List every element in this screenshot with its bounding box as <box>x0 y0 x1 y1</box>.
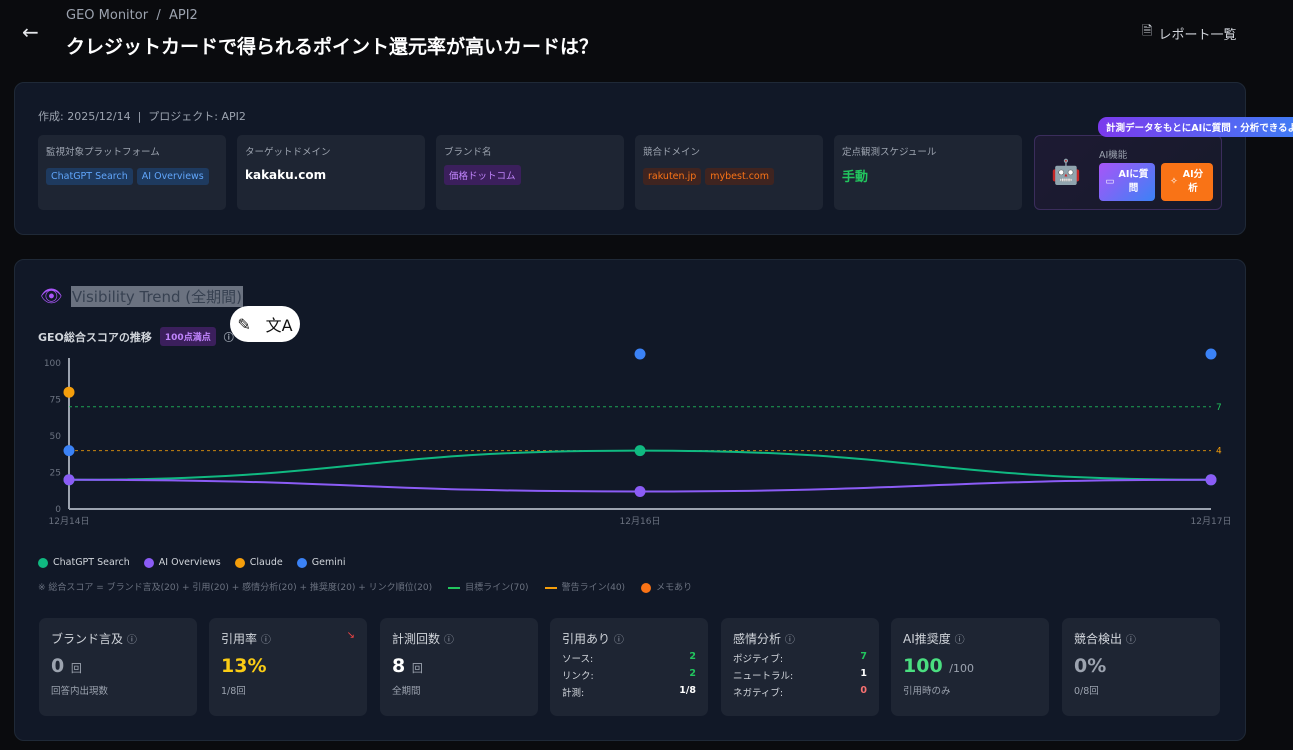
meta-info: 作成: 2025/12/14 | プロジェクト: API2 <box>38 110 246 123</box>
legend-dot <box>296 557 307 568</box>
back-arrow-icon[interactable]: ← <box>22 20 39 44</box>
x-tick-label: 12月16日 <box>620 516 661 527</box>
stat-cited: 引用あり ⓘ ソース: 2 リンク: 2 計測: 1/8 <box>550 618 708 716</box>
score-subtitle: GEO総合スコアの推移 <box>38 330 152 344</box>
y-tick-label: 0 <box>55 505 61 515</box>
target-domain-card: ターゲットドメイン kakaku.com <box>237 135 425 210</box>
trend-heading: 👁 Visibility Trend (全期間) <box>40 286 244 307</box>
info-icon[interactable]: ⓘ <box>126 635 137 646</box>
legend-item[interactable]: AI Overviews <box>143 557 221 568</box>
ai-label: AI機能 <box>1099 150 1128 161</box>
document-icon: 🗎 <box>1142 24 1153 39</box>
target-line-legend: 目標ライン(70) <box>448 580 529 593</box>
data-point <box>63 474 75 486</box>
data-point <box>63 386 75 398</box>
data-point <box>63 445 75 457</box>
max-score-badge: 100点満点 <box>159 327 216 346</box>
trend-down-icon: ↘ <box>346 630 355 641</box>
info-icon[interactable]: ⓘ <box>260 635 271 646</box>
schedule-card: 定点観測スケジュール 手動 <box>834 135 1022 210</box>
legend-dot <box>143 557 154 568</box>
memo-legend: メモあり <box>641 580 692 593</box>
info-icon[interactable]: ⓘ <box>1125 635 1136 646</box>
magic-wand-icon[interactable]: ✎ <box>237 314 251 334</box>
stat-sentiment: 感情分析 ⓘ ポジティブ: 7 ニュートラル: 1 ネガティブ: 0 <box>721 618 879 716</box>
ai-tooltip: 計測データをもとにAIに質問・分析できるよ！ <box>1098 117 1293 137</box>
stat-brand-mention: ブランド言及 ⓘ 0 回 回答内出現数 <box>39 618 197 716</box>
y-tick-label: 100 <box>44 359 61 369</box>
card-label: 監視対象プラットフォーム <box>46 147 160 158</box>
reference-line-label: 4 <box>1216 447 1222 457</box>
card-label: ターゲットドメイン <box>245 147 331 158</box>
stat-competitor-detect: 競合検出 ⓘ 0% 0/8回 <box>1062 618 1220 716</box>
reports-label: レポート一覧 <box>1158 27 1237 43</box>
platform-tag: AI Overviews <box>136 168 209 185</box>
legend-dot <box>234 557 245 568</box>
translate-icon[interactable]: 文A <box>265 316 293 335</box>
platform-tag: ChatGPT Search <box>46 168 133 185</box>
competitor-tag: rakuten.jp <box>643 168 702 185</box>
eye-icon: 👁 <box>40 286 63 307</box>
page-title: クレジットカードで得られるポイント還元率が高いカードは？ <box>66 36 599 58</box>
info-icon[interactable]: ⓘ <box>784 635 795 646</box>
legend-dot <box>38 557 48 568</box>
score-subtitle-row: GEO総合スコアの推移 100点満点 ⓘ <box>38 327 234 346</box>
schedule-value: 手動 <box>842 170 869 185</box>
card-label: 定点観測スケジュール <box>842 147 937 158</box>
x-tick-label: 12月17日 <box>1191 516 1232 527</box>
card-label: 競合ドメイン <box>643 147 701 158</box>
platform-card: 監視対象プラットフォーム ChatGPT Search AI Overviews <box>38 135 226 210</box>
legend-item[interactable]: ChatGPT Search <box>38 557 130 568</box>
legend-item[interactable]: Gemini <box>296 557 346 568</box>
reference-line-label: 7 <box>1216 403 1222 413</box>
x-tick-label: 12月14日 <box>49 516 90 527</box>
info-icon[interactable]: ⓘ <box>954 635 965 646</box>
ai-analyze-button[interactable]: ✧ AI分析 <box>1161 163 1213 201</box>
data-point <box>634 445 646 457</box>
brand-card: ブランド名 価格ドットコム <box>436 135 624 210</box>
data-point <box>1205 474 1217 486</box>
chart-note: ※ 総合スコア = ブランド言及(20) + 引用(20) + 感情分析(20)… <box>38 580 692 593</box>
target-domain: kakaku.com <box>245 168 327 182</box>
y-tick-label: 50 <box>50 432 62 442</box>
y-tick-label: 75 <box>50 396 61 406</box>
reports-list-button[interactable]: 🗎 レポート一覧 <box>1142 22 1236 44</box>
trend-title: Visibility Trend (全期間) <box>70 286 244 307</box>
stat-ai-recommendation: AI推奨度 ⓘ 100 /100 引用時のみ <box>891 618 1049 716</box>
score-formula: ※ 総合スコア = ブランド言及(20) + 引用(20) + 感情分析(20)… <box>38 583 433 593</box>
chat-icon: ▭ <box>1105 175 1115 187</box>
info-icon[interactable]: ⓘ <box>223 333 234 344</box>
stat-measure-count: 計測回数 ⓘ 8 回 全期間 <box>380 618 538 716</box>
ask-ai-button[interactable]: ▭ AIに質問 <box>1099 163 1155 201</box>
competitor-tag: mybest.com <box>705 168 774 185</box>
stat-citation-rate: 引用率 ⓘ ↘ 13% 1/8回 <box>209 618 367 716</box>
ai-feature-card: 🤖 AI機能 ▭ AIに質問 ✧ AI分析 <box>1034 135 1222 210</box>
data-point <box>1205 348 1217 360</box>
card-label: ブランド名 <box>444 147 492 158</box>
legend-item[interactable]: Claude <box>234 557 283 568</box>
info-icon[interactable]: ⓘ <box>443 635 454 646</box>
competitor-card: 競合ドメイン rakuten.jp mybest.com <box>635 135 823 210</box>
brand-tag: 価格ドットコム <box>444 165 521 185</box>
info-icon[interactable]: ⓘ <box>613 635 624 646</box>
selection-popup: ✎ 文A <box>230 306 300 342</box>
robot-icon: 🤖 <box>1051 158 1081 186</box>
breadcrumb: GEO Monitor / API2 <box>66 8 198 23</box>
data-point <box>634 485 646 497</box>
trend-chart: 0 25 50 75 100 12月14日 12月16日 12月17日 7 4 <box>44 348 1232 527</box>
y-tick-label: 25 <box>50 469 61 479</box>
chart-legend: ChatGPT Search AI Overviews Claude Gemini <box>38 557 346 568</box>
data-point <box>634 348 646 360</box>
warning-line-legend: 警告ライン(40) <box>544 580 625 593</box>
sparkle-icon: ✧ <box>1170 175 1178 187</box>
